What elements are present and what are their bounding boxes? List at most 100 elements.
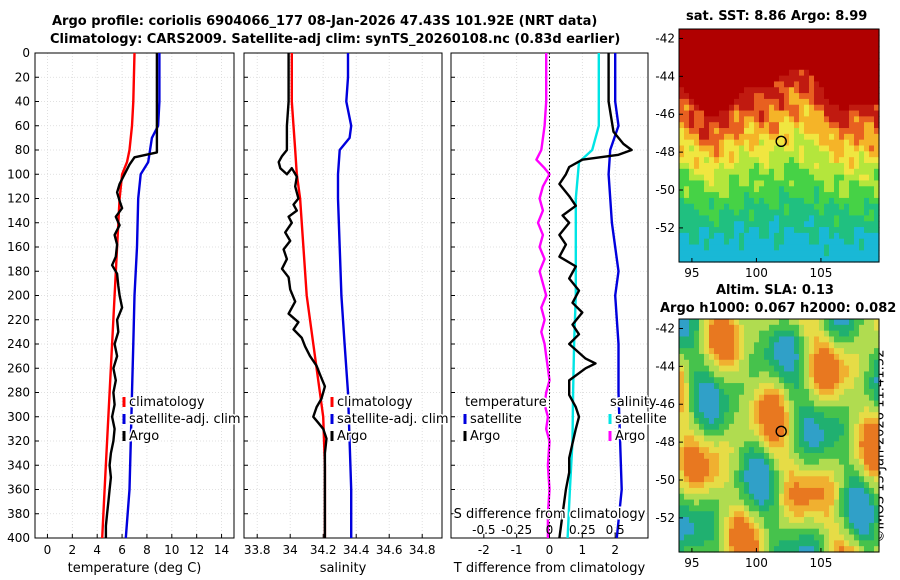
sst-map-cell (799, 145, 805, 152)
sst-map-cell (804, 221, 810, 228)
sst-map-cell (684, 197, 690, 205)
sla-map-cell (804, 353, 810, 361)
sla-map-cell (714, 319, 720, 326)
sst-map-cell (799, 256, 805, 263)
sla-map-cell (729, 505, 735, 512)
sla-map-cell (824, 476, 830, 483)
sst-map-cell (819, 98, 825, 106)
sst-map-cell (854, 34, 860, 42)
sla-map-cell (699, 511, 705, 518)
sla-map-cell (864, 429, 870, 437)
sla-map-cell (739, 534, 745, 541)
sla-map-cell (874, 336, 880, 343)
sst-map-cell (704, 116, 710, 123)
sla-map-cell (719, 324, 725, 332)
sla-map-cell (854, 406, 860, 413)
sla-map-cell (864, 470, 870, 477)
sla-map-cell (734, 324, 740, 332)
sst-map-cell (724, 256, 730, 263)
sst-map-cell (784, 122, 790, 129)
sst-map-cell (854, 75, 860, 83)
sst-map-cell (769, 133, 775, 141)
sla-map-cell (834, 324, 840, 332)
sla-map-cell (869, 452, 875, 460)
sla-map-cell (844, 353, 850, 361)
sla-map-cell (789, 418, 795, 425)
sla-map-cell (829, 522, 835, 530)
sla-map-cell (749, 388, 755, 396)
sla-map-cell (764, 324, 770, 332)
sst-map-cell (694, 221, 700, 228)
sst-map-cell (874, 75, 880, 83)
sst-map-cell (864, 151, 870, 158)
sst-map-cell (749, 244, 755, 251)
sst-map-ytick-label: -46 (655, 107, 675, 121)
sla-map-cell (769, 330, 775, 338)
sst-map-cell (874, 232, 880, 240)
sst-map-cell (839, 52, 845, 59)
sla-map-cell (724, 482, 730, 489)
sst-map-cell (854, 81, 860, 88)
sla-map-cell (699, 447, 705, 454)
sst-map-cell (789, 133, 795, 141)
sla-map-cell (724, 493, 730, 501)
sla-map-cell (824, 412, 830, 419)
sst-map-cell (709, 58, 715, 65)
sla-map-cell (789, 324, 795, 332)
sla-map-cell (759, 383, 765, 390)
sla-map-cell (799, 511, 805, 518)
sst-map-cell (774, 215, 780, 222)
sla-map-cell (694, 505, 700, 512)
sla-map-cell (829, 383, 835, 390)
sla-map-cell (764, 470, 770, 477)
sst-map-cell (734, 139, 740, 147)
sst-map-cell (759, 98, 765, 106)
salinity-series-satellite-adj-clim (336, 53, 353, 538)
sst-map-cell (799, 192, 805, 199)
sst-map-cell (749, 192, 755, 199)
sla-map-cell (869, 348, 875, 355)
sst-map-cell (794, 110, 800, 117)
sst-map-cell (684, 58, 690, 65)
sla-map-cell (784, 505, 790, 512)
sla-map-cell (759, 423, 765, 431)
sla-map-cell (804, 528, 810, 536)
sst-map-cell (779, 192, 785, 199)
sla-map-cell (854, 493, 860, 501)
sst-map-cell (849, 34, 855, 42)
sla-map-cell (684, 400, 690, 407)
sst-map-cell (749, 58, 755, 65)
sst-map-cell (829, 81, 835, 88)
sst-map-cell (874, 227, 880, 234)
sst-map-cell (864, 104, 870, 112)
sla-map-cell (834, 418, 840, 425)
sst-map-cell (734, 87, 740, 94)
sst-map-cell (719, 40, 725, 48)
sla-map-cell (834, 383, 840, 390)
sst-map-cell (764, 58, 770, 65)
sla-map-cell (859, 546, 865, 553)
sla-map-cell (814, 406, 820, 413)
sst-map-cell (839, 221, 845, 228)
sla-map-cell (794, 540, 800, 547)
sst-map-cell (809, 110, 815, 117)
sst-map-cell (784, 151, 790, 158)
sst-map-cell (764, 162, 770, 170)
sla-map-cell (849, 540, 855, 547)
sst-map-cell (824, 157, 830, 164)
sla-map-cell (789, 400, 795, 407)
sla-map-cell (734, 476, 740, 483)
sla-map-cell (719, 429, 725, 437)
sla-map-cell (829, 517, 835, 524)
sla-map-cell (694, 540, 700, 547)
sst-map-cell (859, 116, 865, 123)
sst-map-cell (784, 34, 790, 42)
sla-map-cell (794, 511, 800, 518)
sla-map-cell (729, 534, 735, 541)
sla-map-cell (684, 429, 690, 437)
sla-map-cell (689, 482, 695, 489)
sst-map-cell (844, 40, 850, 48)
sla-map-cell (794, 470, 800, 477)
sla-map-cell (744, 458, 750, 466)
sst-map-cell (849, 58, 855, 65)
